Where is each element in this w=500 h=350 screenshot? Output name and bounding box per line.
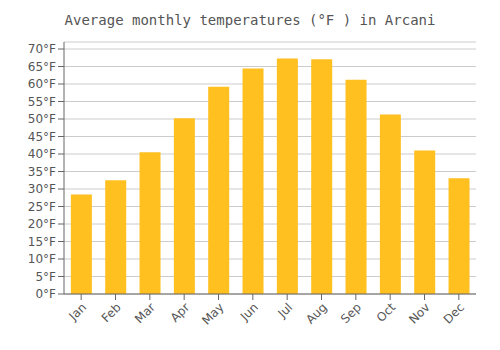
svg-text:60°F: 60°F bbox=[28, 77, 56, 91]
html-text:Average monthly temperatures (: Average monthly temperatures (°F ) in Ar… bbox=[64, 12, 436, 28]
svg-text:Feb: Feb bbox=[99, 300, 124, 325]
svg-text:55°F: 55°F bbox=[28, 95, 56, 109]
svg-text:Jan: Jan bbox=[66, 300, 90, 324]
svg-text:45°F: 45°F bbox=[28, 130, 56, 144]
svg-text:40°F: 40°F bbox=[28, 147, 56, 161]
svg-text:10°F: 10°F bbox=[28, 252, 56, 266]
svg-text:Jun: Jun bbox=[237, 300, 261, 324]
svg-text:35°F: 35°F bbox=[28, 165, 56, 179]
svg-text:Jul: Jul bbox=[274, 300, 295, 321]
svg-text:20°F: 20°F bbox=[28, 217, 56, 231]
svg-text:May: May bbox=[199, 300, 226, 327]
svg-text:65°F: 65°F bbox=[28, 60, 56, 74]
svg-text:Dec: Dec bbox=[441, 300, 467, 326]
svg-text:Oct: Oct bbox=[374, 300, 399, 325]
svg-text:50°F: 50°F bbox=[28, 112, 56, 126]
svg-text:Nov: Nov bbox=[406, 300, 432, 326]
svg-text:5°F: 5°F bbox=[35, 270, 56, 284]
svg-text:Aug: Aug bbox=[303, 300, 329, 326]
svg-text:0°F: 0°F bbox=[35, 287, 56, 301]
svg-text:70°F: 70°F bbox=[28, 42, 56, 56]
svg-text:Mar: Mar bbox=[132, 300, 158, 326]
svg-text:Sep: Sep bbox=[338, 300, 364, 326]
svg-text:25°F: 25°F bbox=[28, 200, 56, 214]
svg-text:Apr: Apr bbox=[168, 300, 193, 325]
svg-text:15°F: 15°F bbox=[28, 235, 56, 249]
svg-text:30°F: 30°F bbox=[28, 182, 56, 196]
